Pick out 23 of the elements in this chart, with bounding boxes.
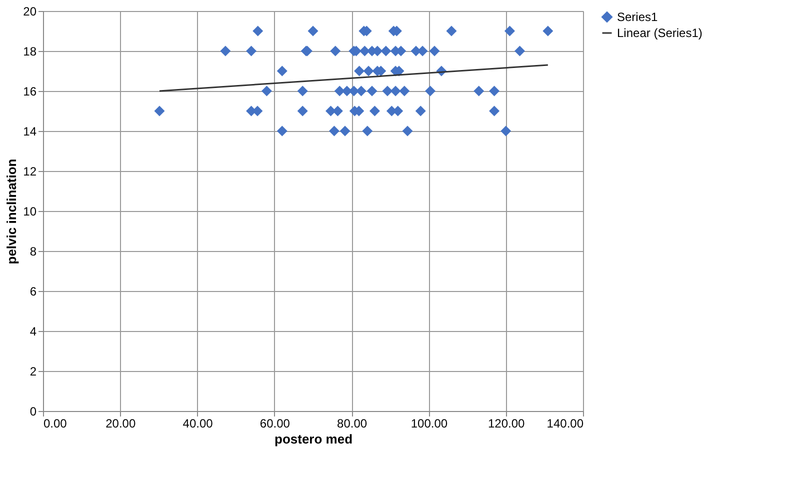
legend-label: Linear (Series1) [617, 26, 702, 40]
y-tick-label: 8 [30, 244, 37, 258]
y-tick-label: 14 [23, 124, 37, 138]
y-tick-label: 10 [23, 204, 37, 218]
x-tick-label: 100.00 [410, 416, 448, 430]
y-tick-label: 12 [23, 164, 37, 178]
x-tick-label: 140.00 [546, 416, 584, 430]
y-tick-label: 16 [23, 84, 37, 98]
y-tick-label: 4 [30, 324, 37, 338]
y-axis-title: pelvic inclination [4, 158, 20, 264]
x-tick-label: 120.00 [488, 416, 526, 430]
y-tick-label: 18 [23, 44, 37, 58]
y-tick-label: 20 [23, 4, 37, 18]
y-tick-label: 0 [30, 404, 37, 418]
x-tick-label: 60.00 [260, 416, 290, 430]
y-tick-label: 2 [30, 364, 37, 378]
x-tick-label: 20.00 [106, 416, 136, 430]
x-tick-label: 80.00 [337, 416, 368, 430]
x-tick-label: 40.00 [182, 416, 214, 430]
x-axis-title: postero med [274, 432, 353, 446]
y-tick-label: 6 [30, 284, 37, 298]
legend-label: Series1 [617, 10, 658, 24]
x-tick-label: 0.00 [44, 416, 68, 430]
